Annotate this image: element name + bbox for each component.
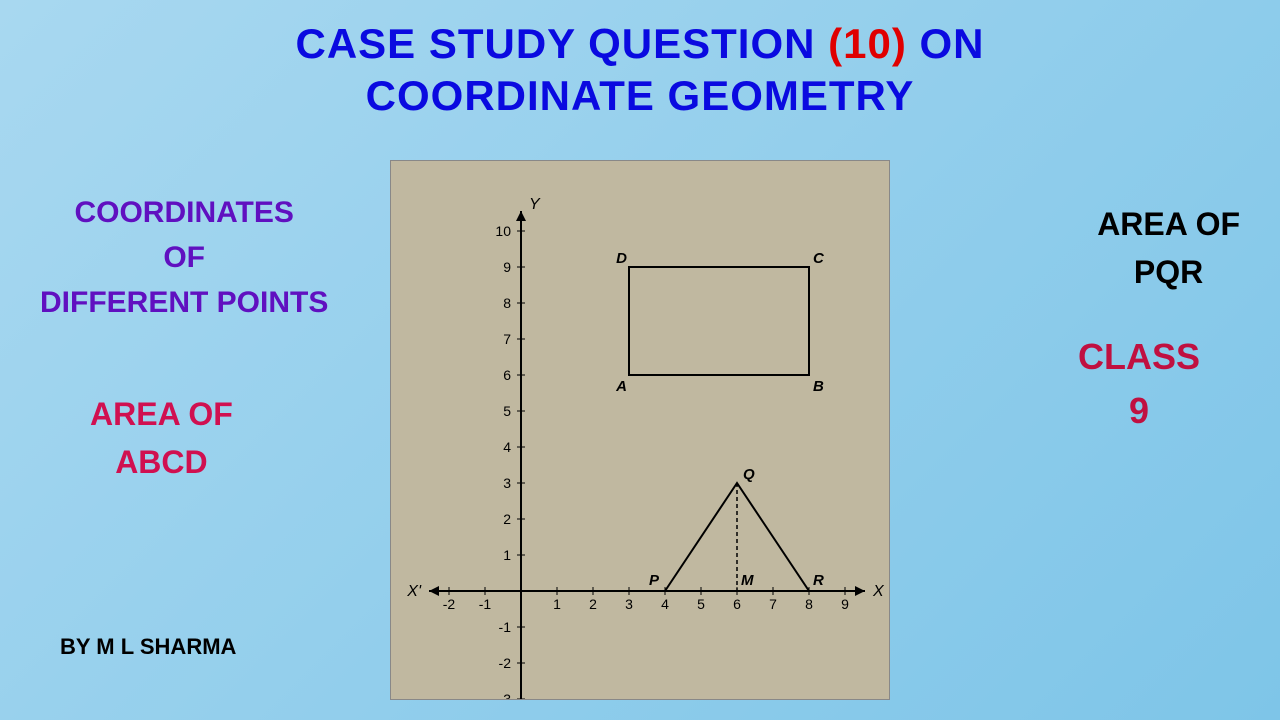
area-abcd-text: AREA OF ABCD bbox=[90, 390, 233, 486]
svg-text:2: 2 bbox=[503, 511, 511, 527]
area-abcd-line-2: ABCD bbox=[90, 438, 233, 486]
svg-text:-3: -3 bbox=[499, 691, 512, 699]
graph-svg: -2-1123456789-3-2-112345678910XX'YY'ABCD… bbox=[391, 161, 889, 699]
area-pqr-line-2: PQR bbox=[1097, 248, 1240, 296]
svg-text:C: C bbox=[813, 250, 825, 267]
coord-line-3: DIFFERENT POINTS bbox=[40, 280, 328, 325]
svg-text:1: 1 bbox=[503, 547, 511, 563]
area-pqr-text: AREA OF PQR bbox=[1097, 200, 1240, 296]
title-line-1: CASE STUDY QUESTION (10) ON bbox=[0, 20, 1280, 68]
class-line-2: 9 bbox=[1078, 384, 1200, 438]
svg-text:2: 2 bbox=[589, 596, 597, 612]
svg-text:9: 9 bbox=[841, 596, 849, 612]
svg-text:A: A bbox=[615, 378, 627, 395]
coord-line-1: COORDINATES bbox=[40, 190, 328, 235]
svg-text:M: M bbox=[741, 572, 754, 589]
class-line-1: CLASS bbox=[1078, 330, 1200, 384]
svg-text:R: R bbox=[813, 572, 824, 589]
svg-text:7: 7 bbox=[503, 331, 511, 347]
main-title: CASE STUDY QUESTION (10) ON COORDINATE G… bbox=[0, 0, 1280, 120]
svg-text:9: 9 bbox=[503, 259, 511, 275]
title-prefix: CASE STUDY QUESTION bbox=[295, 20, 828, 67]
svg-text:P: P bbox=[649, 572, 660, 589]
title-number: (10) bbox=[828, 20, 907, 67]
area-abcd-line-1: AREA OF bbox=[90, 390, 233, 438]
author-text: BY M L SHARMA bbox=[60, 634, 236, 660]
coordinates-text: COORDINATES OF DIFFERENT POINTS bbox=[40, 190, 328, 325]
svg-text:5: 5 bbox=[503, 403, 511, 419]
svg-text:B: B bbox=[813, 378, 824, 395]
coord-line-2: OF bbox=[40, 235, 328, 280]
svg-text:-2: -2 bbox=[499, 655, 512, 671]
svg-text:Y: Y bbox=[529, 196, 541, 213]
svg-text:3: 3 bbox=[503, 475, 511, 491]
coordinate-graph: -2-1123456789-3-2-112345678910XX'YY'ABCD… bbox=[390, 160, 890, 700]
svg-text:8: 8 bbox=[503, 295, 511, 311]
svg-text:10: 10 bbox=[495, 223, 511, 239]
svg-text:4: 4 bbox=[503, 439, 511, 455]
area-pqr-line-1: AREA OF bbox=[1097, 200, 1240, 248]
svg-text:-2: -2 bbox=[443, 596, 456, 612]
svg-text:8: 8 bbox=[805, 596, 813, 612]
svg-text:X: X bbox=[872, 583, 885, 600]
svg-text:X': X' bbox=[406, 583, 422, 600]
title-line-2: COORDINATE GEOMETRY bbox=[0, 72, 1280, 120]
title-suffix: ON bbox=[907, 20, 985, 67]
svg-text:-1: -1 bbox=[479, 596, 492, 612]
svg-text:7: 7 bbox=[769, 596, 777, 612]
svg-text:-1: -1 bbox=[499, 619, 512, 635]
svg-text:4: 4 bbox=[661, 596, 669, 612]
svg-text:6: 6 bbox=[733, 596, 741, 612]
svg-text:Q: Q bbox=[743, 466, 755, 483]
svg-text:6: 6 bbox=[503, 367, 511, 383]
svg-text:1: 1 bbox=[553, 596, 561, 612]
svg-text:D: D bbox=[616, 250, 627, 267]
svg-text:5: 5 bbox=[697, 596, 705, 612]
svg-text:3: 3 bbox=[625, 596, 633, 612]
class-text: CLASS 9 bbox=[1078, 330, 1200, 438]
